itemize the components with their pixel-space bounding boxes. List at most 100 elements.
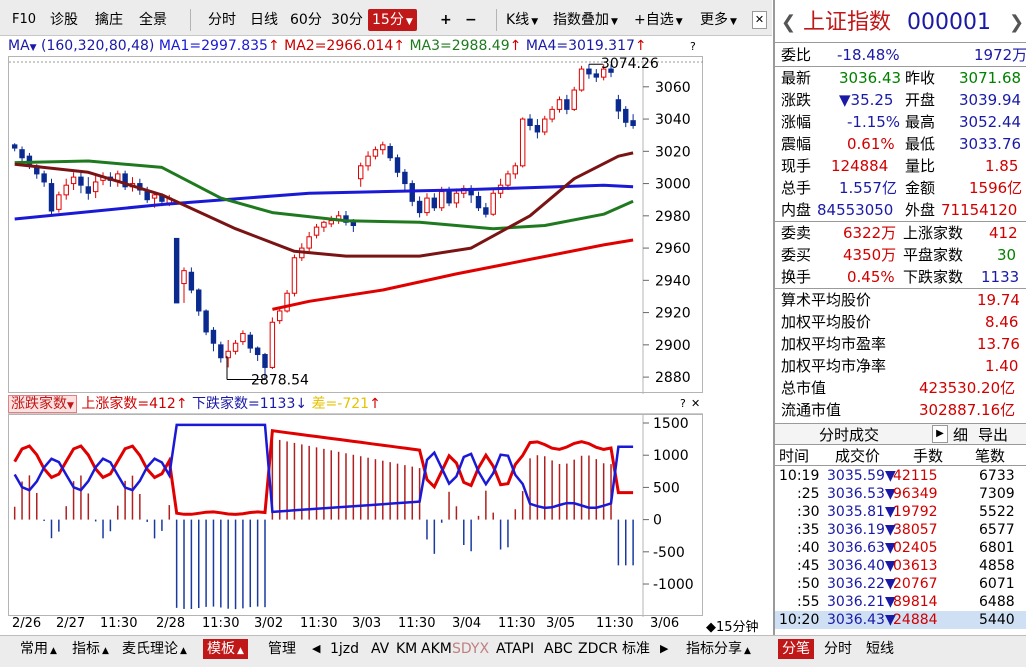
- kline-svg: 3060 3040 3020 3000 2980 2960 2940 2920 2900 2880…: [9, 56, 704, 394]
- trade-time: :50: [797, 576, 820, 592]
- watchlist-label: +自选: [634, 12, 674, 28]
- timeshare-button[interactable]: 分时: [208, 12, 236, 28]
- arrow-down-icon: ▼: [885, 576, 896, 592]
- float-value: 302887.16亿: [919, 401, 1016, 419]
- quote-row-9: 委买 4350万 平盘家数 30: [779, 244, 1024, 266]
- 15min-button[interactable]: 15分 ▼: [368, 9, 417, 31]
- indicator-down: 下跌家数=1133: [192, 396, 296, 412]
- flat-count-value: 30: [997, 246, 1017, 264]
- zoom-in-button[interactable]: +: [440, 12, 452, 28]
- ma1-value: MA1=2997.835: [158, 38, 268, 54]
- template-akm[interactable]: AKM: [421, 641, 452, 657]
- template-sdyx[interactable]: SDYX: [452, 641, 490, 657]
- trade-row[interactable]: :40 3036.63 ▼ 02405 6801: [775, 539, 1026, 557]
- scroll-left-icon[interactable]: ◀: [312, 642, 321, 655]
- index-overlay-label: 指数叠加: [553, 12, 609, 28]
- high-value: 3052.44: [959, 113, 1022, 131]
- up-count-line: [13, 429, 634, 516]
- breadth-chart[interactable]: 1500 1000 500 0 -500 -1000: [8, 414, 703, 617]
- trade-row[interactable]: 10:19 3035.59 ▼ 42115 6733: [775, 467, 1026, 485]
- tab-ticks[interactable]: 分笔: [778, 639, 814, 659]
- watchlist-dropdown[interactable]: +自选 ▼: [634, 9, 683, 31]
- arrow-up-icon: ↑: [509, 38, 522, 54]
- y-tick-label: 3060: [655, 80, 691, 96]
- index-overlay-dropdown[interactable]: 指数叠加 ▼: [553, 9, 618, 31]
- indicator-selector[interactable]: 涨跌家数▼: [8, 395, 77, 413]
- arrow-up-icon: ↑: [267, 38, 280, 54]
- candle-body: [321, 221, 327, 228]
- template-1jzd[interactable]: 1jzd: [330, 641, 360, 657]
- template-atapi[interactable]: ATAPI: [496, 641, 535, 657]
- arrow-down-icon: ▼: [885, 594, 896, 610]
- play-icon[interactable]: ▶: [932, 425, 948, 443]
- template-standard[interactable]: 标准: [622, 641, 650, 657]
- kline-dropdown[interactable]: K线 ▼: [506, 9, 538, 31]
- trade-volume: 42115: [893, 468, 938, 484]
- indicator-menu[interactable]: 指标 ▲: [72, 639, 109, 659]
- chevron-down-icon[interactable]: ▼: [29, 43, 37, 53]
- pb-label: 加权平均市净率: [781, 357, 887, 375]
- help-icon[interactable]: ?: [690, 40, 696, 53]
- template-menu[interactable]: 模板 ▲: [203, 639, 248, 659]
- diagnose-button[interactable]: 诊股: [50, 12, 78, 28]
- qinzhuang-button[interactable]: 擒庄: [95, 12, 123, 28]
- last-vol-value: 124884: [831, 157, 889, 175]
- close-icon[interactable]: ✕: [691, 397, 701, 410]
- fine-button[interactable]: 细: [953, 426, 969, 444]
- ma-label[interactable]: MA: [8, 38, 30, 54]
- chevron-right-icon[interactable]: ❯: [1009, 12, 1025, 33]
- daily-button[interactable]: 日线: [250, 12, 278, 28]
- candle-body: [505, 173, 511, 186]
- candle-body: [586, 68, 592, 75]
- candle-body: [306, 236, 312, 249]
- 30min-button[interactable]: 30分: [331, 12, 363, 28]
- candle-body: [372, 149, 379, 157]
- trade-price: 3036.63: [827, 540, 885, 556]
- trades-title[interactable]: 分时成交: [819, 426, 880, 444]
- common-menu[interactable]: 常用 ▲: [20, 639, 57, 659]
- template-av[interactable]: AV: [371, 641, 390, 657]
- trade-price: 3035.59: [827, 468, 885, 484]
- tab-shortline[interactable]: 短线: [866, 641, 894, 657]
- f10-button[interactable]: F10: [12, 12, 37, 27]
- trade-row[interactable]: :45 3036.40 ▼ 03613 4858: [775, 557, 1026, 575]
- export-button[interactable]: 导出: [978, 426, 1009, 444]
- y-tick-label: 3040: [655, 112, 691, 128]
- panorama-button[interactable]: 全景: [139, 12, 167, 28]
- trade-row[interactable]: :50 3036.22 ▼ 20767 6071: [775, 575, 1026, 593]
- template-abc[interactable]: ABC: [544, 641, 573, 657]
- 60min-button[interactable]: 60分: [290, 12, 322, 28]
- amount-label: 金额: [905, 179, 936, 197]
- trade-time: :30: [797, 504, 820, 520]
- trade-row[interactable]: :25 3036.53 ▼ 96349 7309: [775, 485, 1026, 503]
- bid-label: 委买: [781, 246, 812, 264]
- candle-body: [277, 310, 283, 322]
- date-tick-label: 11:30: [596, 616, 634, 631]
- help-icon[interactable]: ?: [680, 397, 686, 410]
- manage-button[interactable]: 管理: [268, 641, 296, 657]
- period-label[interactable]: ◆15分钟: [706, 620, 759, 635]
- kline-chart[interactable]: 3060 3040 3020 3000 2980 2960 2940 2920 2900 2880…: [8, 56, 704, 394]
- chevron-left-icon[interactable]: ❮: [781, 12, 797, 33]
- more-dropdown[interactable]: 更多 ▼: [700, 9, 737, 31]
- high-label: 3074.26: [601, 57, 659, 72]
- macd-theory-menu[interactable]: 麦氏理论 ▲: [122, 639, 187, 659]
- indicator-share-menu[interactable]: 指标分享 ▲: [686, 639, 751, 659]
- candle-body: [600, 68, 607, 78]
- trade-row[interactable]: :30 3035.81 ▼ 19792 5522: [775, 503, 1026, 521]
- y-tick-label: 2960: [655, 241, 691, 257]
- close-icon[interactable]: ✕: [752, 11, 767, 29]
- template-zdcr[interactable]: ZDCR: [578, 641, 618, 657]
- more-label: 更多: [700, 12, 728, 28]
- tab-timeshare[interactable]: 分时: [824, 641, 852, 657]
- breadth-svg: 1500 1000 500 0 -500 -1000: [13, 415, 694, 617]
- template-km[interactable]: KM: [396, 641, 418, 657]
- y-tick-label: 3020: [655, 144, 691, 160]
- trade-row[interactable]: 10:20 3036.43 ▼ 24884 5440: [775, 611, 1026, 629]
- zoom-out-button[interactable]: −: [465, 12, 477, 28]
- trade-row[interactable]: :35 3036.19 ▼ 38057 6577: [775, 521, 1026, 539]
- up-count-value: 412: [989, 224, 1018, 242]
- chevron-down-icon: ▼: [531, 17, 539, 27]
- trade-row[interactable]: :55 3036.21 ▼ 89814 6488: [775, 593, 1026, 611]
- scroll-right-icon[interactable]: ▶: [660, 642, 669, 655]
